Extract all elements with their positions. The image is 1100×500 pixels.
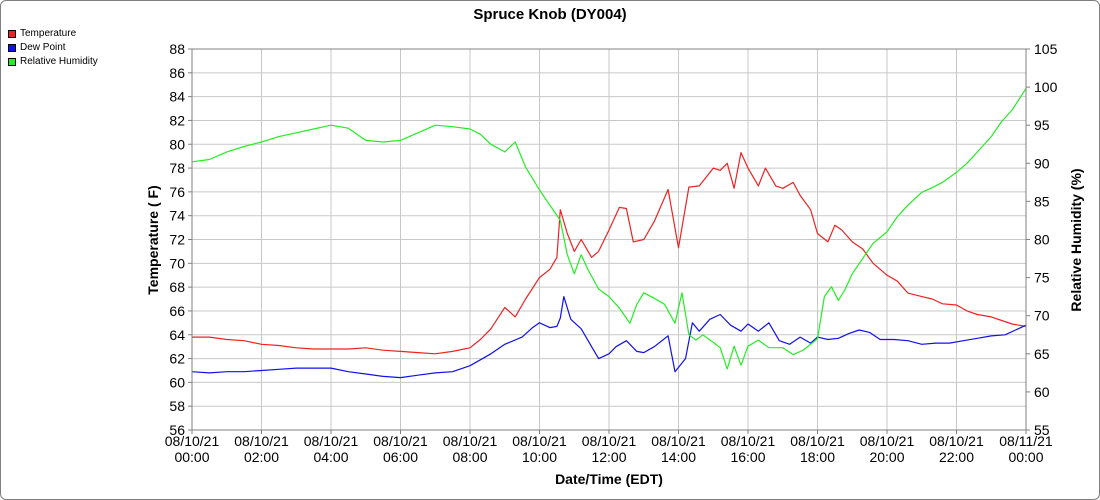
x-tick-label-time: 00:00 xyxy=(1008,449,1043,465)
legend-label-relative-humidity: Relative Humidity xyxy=(20,56,98,67)
legend-swatch-dew-point xyxy=(8,44,16,52)
x-tick-label-date: 08/10/21 xyxy=(790,433,845,449)
y-left-tick-label: 74 xyxy=(169,208,185,224)
y-right-tick-label: 95 xyxy=(1034,117,1050,133)
y-right-tick-label: 85 xyxy=(1034,193,1050,209)
x-tick-label-time: 18:00 xyxy=(800,449,835,465)
y-right-tick-label: 105 xyxy=(1034,41,1058,57)
y-left-tick-label: 68 xyxy=(169,279,185,295)
series-line-relative-humidity xyxy=(191,88,1027,370)
x-tick-label-time: 10:00 xyxy=(522,449,557,465)
x-tick-label-time: 22:00 xyxy=(939,449,974,465)
y-left-tick-label: 86 xyxy=(169,65,185,81)
legend-item-temperature[interactable]: Temperature xyxy=(8,27,98,41)
y-left-tick-label: 66 xyxy=(169,303,185,319)
x-tick-label-date: 08/11/21 xyxy=(999,433,1053,449)
y-right-tick-label: 90 xyxy=(1034,155,1050,171)
y-left-tick-label: 64 xyxy=(169,327,185,343)
x-tick-label-date: 08/10/21 xyxy=(721,433,776,449)
x-tick-label-date: 08/10/21 xyxy=(443,433,498,449)
y-left-tick-label: 80 xyxy=(169,136,185,152)
x-axis-label: Date/Time (EDT) xyxy=(555,471,663,487)
y-right-tick-label: 80 xyxy=(1034,232,1050,248)
y-left-tick-label: 82 xyxy=(169,112,185,128)
x-axis: 08/10/2100:0008/10/2102:0008/10/2104:000… xyxy=(165,430,1053,465)
x-tick-label-time: 14:00 xyxy=(661,449,696,465)
y-right-tick-label: 70 xyxy=(1034,308,1050,324)
legend-swatch-relative-humidity xyxy=(8,58,16,66)
y-right-tick-label: 75 xyxy=(1034,270,1050,286)
y-right-tick-label: 65 xyxy=(1034,346,1050,362)
x-tick-label-time: 02:00 xyxy=(244,449,279,465)
y-right-tick-label: 60 xyxy=(1034,384,1050,400)
y-left-tick-label: 58 xyxy=(169,398,185,414)
y-left-tick-label: 78 xyxy=(169,160,185,176)
x-tick-label-time: 12:00 xyxy=(591,449,626,465)
x-tick-label-time: 20:00 xyxy=(869,449,904,465)
x-tick-label-date: 08/10/21 xyxy=(512,433,567,449)
x-tick-label-date: 08/10/21 xyxy=(373,433,428,449)
x-tick-label-time: 06:00 xyxy=(383,449,418,465)
x-tick-label-date: 08/10/21 xyxy=(860,433,915,449)
x-tick-label-date: 08/10/21 xyxy=(165,433,220,449)
y-left-tick-label: 88 xyxy=(169,41,185,57)
x-tick-label-date: 08/10/21 xyxy=(929,433,984,449)
x-tick-label-time: 00:00 xyxy=(174,449,209,465)
chart-title: Spruce Knob (DY004) xyxy=(473,6,626,23)
x-tick-label-time: 04:00 xyxy=(313,449,348,465)
series-lines xyxy=(191,88,1027,379)
y-left-tick-label: 56 xyxy=(169,422,185,438)
y-right-tick-label: 100 xyxy=(1034,79,1058,95)
y-right-tick-label: 55 xyxy=(1034,422,1050,438)
y-left-tick-label: 84 xyxy=(169,89,185,105)
x-tick-label-date: 08/10/21 xyxy=(582,433,637,449)
grid xyxy=(191,48,1027,431)
series-line-temperature xyxy=(192,152,1027,355)
y-right-axis-label: Relative Humidity (%) xyxy=(1068,168,1084,311)
x-tick-label-date: 08/10/21 xyxy=(651,433,706,449)
x-tick-label-date: 08/10/21 xyxy=(304,433,359,449)
legend-item-relative-humidity[interactable]: Relative Humidity xyxy=(8,55,98,69)
y-left-axis: 56 58 60 62 64 66 68 70 72 74 76 78 80 82 84 86 88 xyxy=(169,41,192,438)
legend-label-dew-point: Dew Point xyxy=(20,42,66,53)
y-left-tick-label: 60 xyxy=(169,374,185,390)
y-left-tick-label: 76 xyxy=(169,184,185,200)
legend-item-dew-point[interactable]: Dew Point xyxy=(8,41,98,55)
x-tick-label-date: 08/10/21 xyxy=(234,433,289,449)
y-left-tick-label: 70 xyxy=(169,255,185,271)
legend-swatch-temperature xyxy=(8,30,16,38)
legend-label-temperature: Temperature xyxy=(20,28,77,39)
series-line-dew-point xyxy=(191,296,1027,379)
y-left-axis-label: Temperature ( F) xyxy=(145,185,161,294)
y-right-axis: 55 60 65 70 75 80 85 90 95 100 105 xyxy=(1026,41,1058,438)
legend: Temperature Dew Point Relative Humidity xyxy=(8,27,98,69)
y-left-tick-label: 62 xyxy=(169,351,185,367)
x-tick-label-time: 16:00 xyxy=(730,449,765,465)
x-tick-label-time: 08:00 xyxy=(452,449,487,465)
y-left-tick-label: 72 xyxy=(169,232,185,248)
